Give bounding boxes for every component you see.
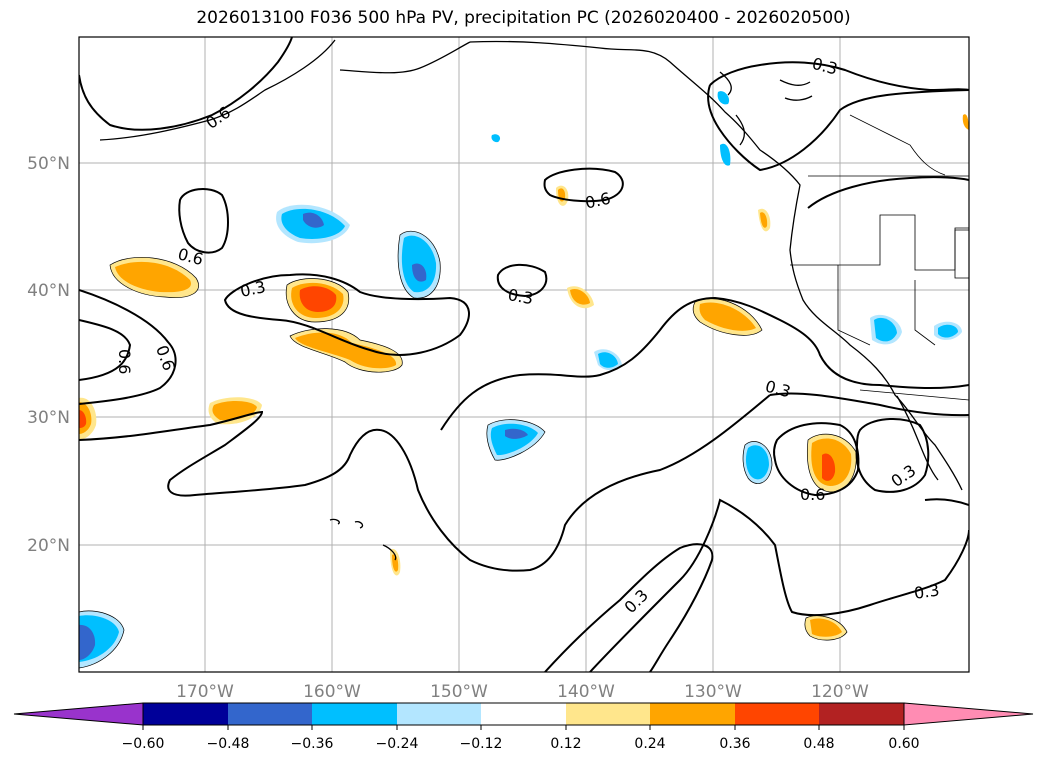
political-boundaries	[790, 114, 969, 401]
colorbar-tick-label: 0.48	[803, 736, 834, 752]
lon-label-160w: 160°W	[303, 682, 361, 702]
contour-label: 0.3	[506, 285, 534, 308]
colorbar: −0.60 −0.48 −0.36 −0.24 −0.12 0.12 0.24 …	[13, 702, 1034, 752]
colorbar-tick-label: 0.12	[550, 736, 581, 752]
contour-label: 0.6	[583, 189, 612, 213]
colorbar-tick-label: 0.36	[719, 736, 750, 752]
contour-labels: 0.6 0.3 0.6 0.3 0.6 0.6 0.6 0.3 0.3 0.6 …	[115, 54, 941, 617]
lon-label-140w: 140°W	[557, 682, 615, 702]
precip-positive-anomalies	[79, 114, 969, 641]
colorbar-tick-label: −0.60	[122, 736, 165, 752]
colorbar-segment	[819, 703, 904, 725]
colorbar-segment	[228, 703, 312, 725]
colorbar-tick-label: 0.24	[634, 736, 665, 752]
colorbar-tick-label: −0.48	[207, 736, 250, 752]
contour-label: 0.3	[913, 581, 941, 603]
pv-contours	[79, 37, 969, 672]
precip-negative-anomalies	[79, 91, 962, 668]
lat-label-30n: 30°N	[27, 408, 70, 428]
coastlines	[99, 39, 963, 561]
colorbar-tick-label: −0.24	[376, 736, 419, 752]
colorbar-extend-right	[903, 702, 1034, 726]
lon-label-120w: 120°W	[811, 682, 869, 702]
colorbar-segment	[481, 703, 566, 725]
colorbar-tick-label: 0.60	[888, 736, 919, 752]
figure-title: 2026013100 F036 500 hPa PV, precipitatio…	[196, 8, 851, 28]
colorbar-segment	[735, 703, 819, 725]
colorbar-tick-label: −0.12	[460, 736, 503, 752]
colorbar-segment	[650, 703, 735, 725]
latitude-labels: 50°N 40°N 30°N 20°N	[27, 154, 70, 556]
colorbar-segment	[312, 703, 397, 725]
longitude-labels: 170°W 160°W 150°W 140°W 130°W 120°W	[176, 682, 869, 702]
map-border	[78, 36, 970, 673]
lon-label-170w: 170°W	[176, 682, 234, 702]
colorbar-segment	[566, 703, 650, 725]
shading-outlines	[79, 230, 857, 669]
colorbar-segment	[397, 703, 481, 725]
contour-label: 0.6	[800, 485, 825, 504]
lon-label-150w: 150°W	[430, 682, 488, 702]
colorbar-tick-label: −0.36	[291, 736, 334, 752]
contour-label: 0.6	[115, 349, 134, 374]
colorbar-segment	[143, 703, 228, 725]
lon-label-130w: 130°W	[684, 682, 742, 702]
colorbar-extend-left	[13, 702, 144, 726]
lat-label-40n: 40°N	[27, 281, 70, 301]
lat-label-20n: 20°N	[27, 536, 70, 556]
lat-label-50n: 50°N	[27, 154, 70, 174]
contour-label: 0.3	[238, 277, 267, 301]
